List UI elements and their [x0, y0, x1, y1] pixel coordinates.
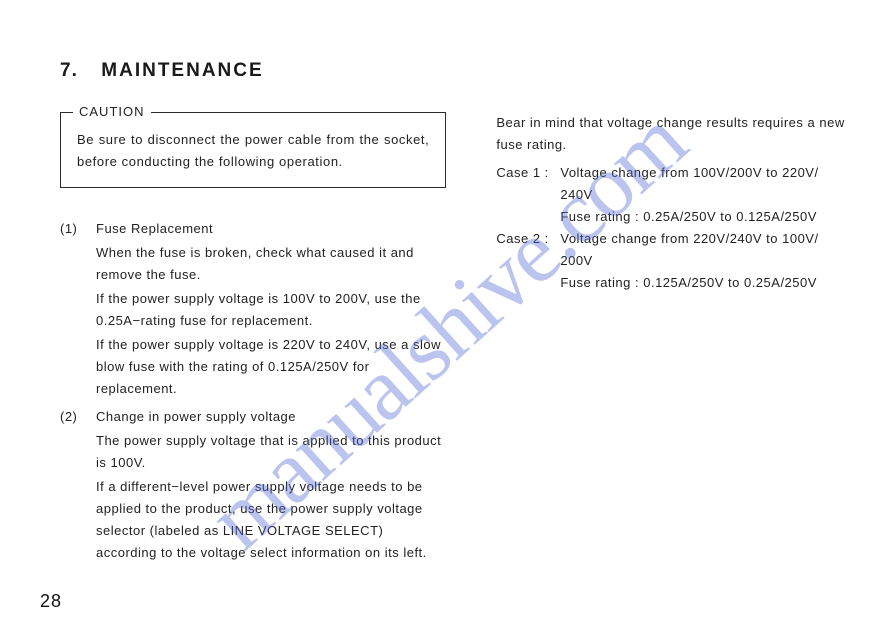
case-label: Case 1 :: [496, 162, 560, 228]
paragraph: If a different−level power supply voltag…: [96, 476, 446, 564]
item-number: (2): [60, 406, 96, 564]
case-line: Voltage change from 220V/240V to 100V/ 2…: [560, 228, 853, 272]
caution-text: Be sure to disconnect the power cable fr…: [77, 129, 429, 173]
case-row: Case 2 : Voltage change from 220V/240V t…: [496, 228, 853, 294]
item-title: Change in power supply voltage: [96, 406, 446, 428]
item-body: Fuse Replacement When the fuse is broken…: [96, 218, 446, 400]
item-number: (1): [60, 218, 96, 400]
case-line: Voltage change from 100V/200V to 220V/ 2…: [560, 162, 853, 206]
section-number: 7.: [60, 60, 94, 82]
case-line: Fuse rating : 0.125A/250V to 0.25A/250V: [560, 272, 853, 294]
right-intro: Bear in mind that voltage change results…: [496, 112, 853, 156]
paragraph: If the power supply voltage is 100V to 2…: [96, 288, 446, 332]
case-line: Fuse rating : 0.25A/250V to 0.125A/250V: [560, 206, 853, 228]
document-page: manualshive.com 7. MAINTENANCE CAUTION B…: [0, 0, 893, 634]
item-body: Change in power supply voltage The power…: [96, 406, 446, 564]
caution-box: CAUTION Be sure to disconnect the power …: [60, 112, 446, 188]
section-heading: 7. MAINTENANCE: [60, 60, 853, 82]
case-label: Case 2 :: [496, 228, 560, 294]
page-number: 28: [40, 591, 62, 612]
list-item: (1) Fuse Replacement When the fuse is br…: [60, 218, 446, 400]
section-title: MAINTENANCE: [101, 60, 263, 81]
caution-label: CAUTION: [73, 104, 151, 119]
paragraph: When the fuse is broken, check what caus…: [96, 242, 446, 286]
case-body: Voltage change from 220V/240V to 100V/ 2…: [560, 228, 853, 294]
case-row: Case 1 : Voltage change from 100V/200V t…: [496, 162, 853, 228]
left-column: CAUTION Be sure to disconnect the power …: [60, 112, 446, 570]
paragraph: If the power supply voltage is 220V to 2…: [96, 334, 446, 400]
paragraph: The power supply voltage that is applied…: [96, 430, 446, 474]
numbered-list: (1) Fuse Replacement When the fuse is br…: [60, 218, 446, 564]
list-item: (2) Change in power supply voltage The p…: [60, 406, 446, 564]
case-body: Voltage change from 100V/200V to 220V/ 2…: [560, 162, 853, 228]
two-column-layout: CAUTION Be sure to disconnect the power …: [60, 112, 853, 570]
item-title: Fuse Replacement: [96, 218, 446, 240]
right-column: Bear in mind that voltage change results…: [496, 112, 853, 570]
